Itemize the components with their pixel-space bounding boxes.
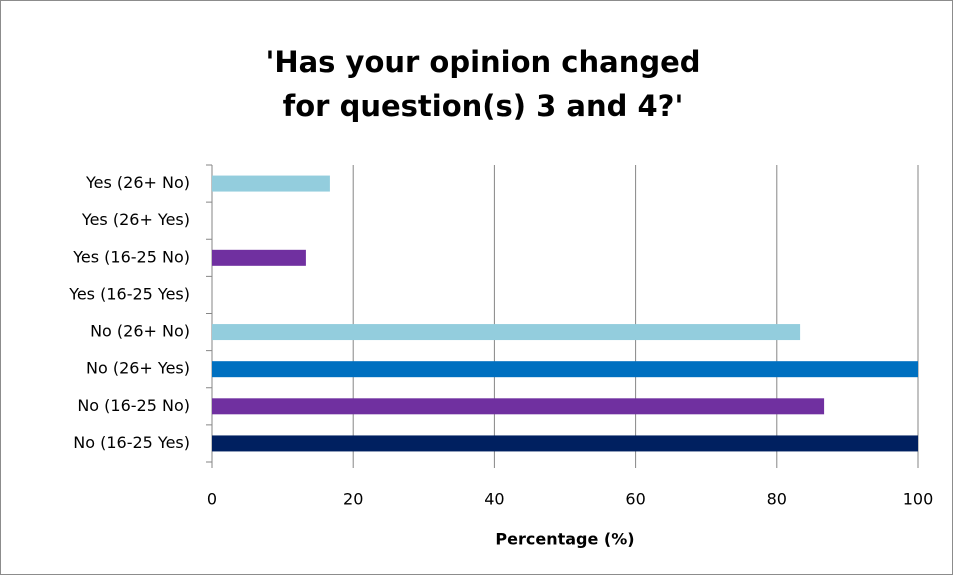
x-tick-label: 0 — [207, 490, 217, 509]
x-tick-label: 60 — [625, 490, 645, 509]
y-tick-label: No (16-25 No) — [77, 396, 190, 415]
bar — [212, 361, 918, 378]
y-tick-label: Yes (16-25 No) — [72, 247, 190, 266]
bar — [212, 398, 825, 415]
bar — [212, 249, 306, 266]
y-tick-label: No (16-25 Yes) — [73, 433, 190, 452]
x-tick-label: 20 — [343, 490, 363, 509]
x-axis-label: Percentage (%) — [495, 530, 634, 549]
y-tick-label: Yes (16-25 Yes) — [68, 284, 190, 303]
y-tick-label: Yes (26+ Yes) — [81, 210, 190, 229]
bar — [212, 175, 330, 192]
y-tick-label: Yes (26+ No) — [85, 173, 190, 192]
bar — [212, 435, 918, 452]
x-tick-label: 80 — [767, 490, 787, 509]
x-tick-label: 40 — [484, 490, 504, 509]
y-tick-label: No (26+ No) — [90, 322, 190, 341]
x-tick-label: 100 — [903, 490, 934, 509]
y-tick-label: No (26+ Yes) — [86, 359, 190, 378]
chart-title: 'Has your opinion changed for question(s… — [265, 45, 701, 123]
bar — [212, 324, 801, 341]
